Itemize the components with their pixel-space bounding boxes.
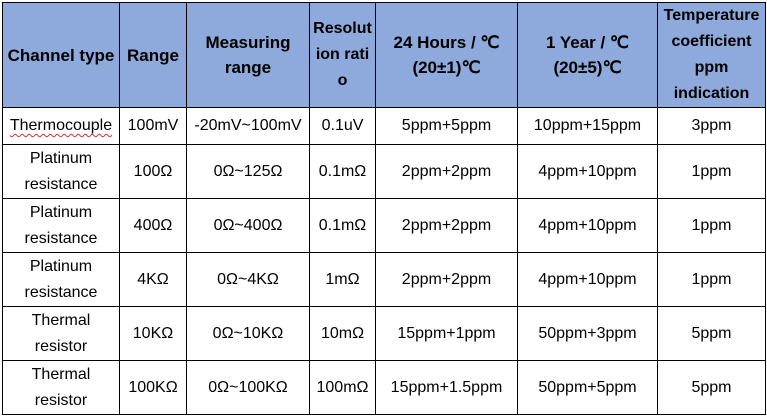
- cell-24-hours: 15ppm+1.5ppm: [375, 360, 518, 415]
- cell-resolution-ratio: 0.1uV: [309, 107, 376, 145]
- cell-temp-coeff: 1ppm: [657, 252, 766, 307]
- spellcheck-text: Thermocouple: [9, 117, 113, 134]
- cell-resolution-ratio: 0.1mΩ: [309, 144, 376, 199]
- table-body: Thermocouple 100mV -20mV~100mV 0.1uV 5pp…: [2, 107, 766, 415]
- table-row: Thermocouple 100mV -20mV~100mV 0.1uV 5pp…: [2, 107, 766, 145]
- cell-channel-type: Platinum resistance: [2, 144, 120, 199]
- cell-channel-type: Thermal resistor: [2, 360, 120, 415]
- table-row: Platinum resistance 4KΩ 0Ω~4KΩ 1mΩ 2ppm+…: [2, 252, 766, 307]
- cell-1-year: 4ppm+10ppm: [517, 198, 658, 253]
- cell-measuring-range: 0Ω~400Ω: [186, 198, 310, 253]
- cell-resolution-ratio: 10mΩ: [309, 306, 376, 361]
- header-row: Channel type Range Measuring range Resol…: [2, 2, 766, 108]
- header-resolution-ratio: Resolution ratio: [309, 2, 376, 108]
- cell-measuring-range: 0Ω~10KΩ: [186, 306, 310, 361]
- header-temperature-coefficient: Temperature coefficient ppm indication: [657, 2, 766, 108]
- cell-range: 100KΩ: [119, 360, 187, 415]
- cell-range: 400Ω: [119, 198, 187, 253]
- table-row: Platinum resistance 100Ω 0Ω~125Ω 0.1mΩ 2…: [2, 144, 766, 199]
- table-row: Thermal resistor 100KΩ 0Ω~100KΩ 100mΩ 15…: [2, 360, 766, 415]
- cell-temp-coeff: 3ppm: [657, 107, 766, 145]
- cell-24-hours: 2ppm+2ppm: [375, 198, 518, 253]
- cell-channel-type: Platinum resistance: [2, 252, 120, 307]
- cell-1-year: 10ppm+15ppm: [517, 107, 658, 145]
- cell-channel-type: Thermocouple: [2, 107, 120, 145]
- header-1-year: 1 Year / ℃ (20±5)℃: [517, 2, 658, 108]
- cell-24-hours: 15ppm+1ppm: [375, 306, 518, 361]
- cell-1-year: 4ppm+10ppm: [517, 144, 658, 199]
- cell-channel-type: Thermal resistor: [2, 306, 120, 361]
- cell-measuring-range: -20mV~100mV: [186, 107, 310, 145]
- cell-temp-coeff: 5ppm: [657, 306, 766, 361]
- table-row: Platinum resistance 400Ω 0Ω~400Ω 0.1mΩ 2…: [2, 198, 766, 253]
- header-measuring-range: Measuring range: [186, 2, 310, 108]
- table-row: Thermal resistor 10KΩ 0Ω~10KΩ 10mΩ 15ppm…: [2, 306, 766, 361]
- cell-measuring-range: 0Ω~4KΩ: [186, 252, 310, 307]
- cell-range: 4KΩ: [119, 252, 187, 307]
- cell-resolution-ratio: 100mΩ: [309, 360, 376, 415]
- header-range: Range: [119, 2, 187, 108]
- cell-temp-coeff: 5ppm: [657, 360, 766, 415]
- cell-measuring-range: 0Ω~100KΩ: [186, 360, 310, 415]
- cell-temp-coeff: 1ppm: [657, 144, 766, 199]
- cell-24-hours: 5ppm+5ppm: [375, 107, 518, 145]
- table-header: Channel type Range Measuring range Resol…: [2, 2, 766, 108]
- cell-temp-coeff: 1ppm: [657, 198, 766, 253]
- cell-24-hours: 2ppm+2ppm: [375, 252, 518, 307]
- cell-range: 10KΩ: [119, 306, 187, 361]
- cell-24-hours: 2ppm+2ppm: [375, 144, 518, 199]
- cell-measuring-range: 0Ω~125Ω: [186, 144, 310, 199]
- header-24-hours: 24 Hours / ℃ (20±1)℃: [375, 2, 518, 108]
- cell-channel-type: Platinum resistance: [2, 198, 120, 253]
- cell-1-year: 4ppm+10ppm: [517, 252, 658, 307]
- cell-range: 100mV: [119, 107, 187, 145]
- cell-resolution-ratio: 0.1mΩ: [309, 198, 376, 253]
- cell-resolution-ratio: 1mΩ: [309, 252, 376, 307]
- cell-1-year: 50ppm+5ppm: [517, 360, 658, 415]
- header-channel-type: Channel type: [2, 2, 120, 108]
- cell-range: 100Ω: [119, 144, 187, 199]
- cell-1-year: 50ppm+3ppm: [517, 306, 658, 361]
